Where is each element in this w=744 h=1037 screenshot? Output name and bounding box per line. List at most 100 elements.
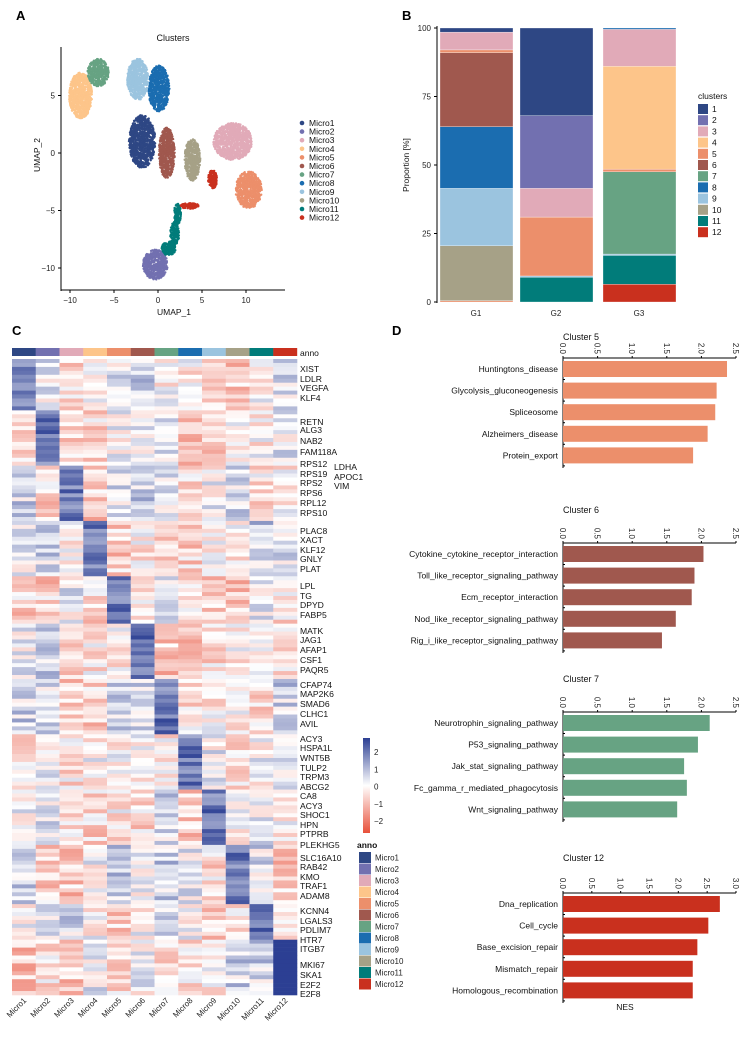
umap-point: [251, 179, 254, 183]
umap-point: [170, 133, 173, 136]
umap-point: [169, 141, 173, 144]
umap-point: [142, 261, 146, 264]
umap-point: [134, 160, 137, 163]
umap-point: [139, 153, 142, 157]
umap-point: [144, 163, 147, 166]
umap-point: [155, 268, 158, 271]
umap-point: [151, 131, 154, 135]
umap-point: [95, 64, 99, 67]
umap-point: [131, 132, 135, 135]
umap-point: [169, 164, 173, 167]
umap-point: [142, 259, 145, 262]
umap-point: [238, 135, 241, 138]
umap-point: [242, 176, 245, 179]
umap-point: [133, 138, 137, 141]
umap-point: [73, 98, 77, 102]
umap-point: [145, 122, 149, 125]
umap-point: [161, 168, 164, 171]
umap-point: [76, 101, 79, 104]
umap-point: [244, 144, 248, 147]
umap-point: [98, 64, 102, 67]
umap-point: [132, 156, 136, 159]
umap-point: [89, 79, 92, 83]
umap-point: [144, 139, 148, 142]
umap-point: [102, 64, 106, 68]
umap-point: [78, 99, 81, 102]
umap-point: [148, 150, 151, 154]
umap-point: [137, 118, 140, 121]
umap-point: [217, 148, 220, 152]
umap-point: [248, 192, 251, 195]
umap-point: [75, 74, 78, 77]
umap-x-tick-label: 10: [242, 296, 251, 305]
umap-point: [134, 124, 137, 127]
umap-point: [225, 143, 229, 146]
umap-point: [139, 136, 142, 139]
panel-label-b: B: [402, 8, 411, 23]
umap-point: [222, 155, 225, 158]
umap-point: [165, 147, 168, 151]
umap-point: [152, 275, 155, 278]
umap-point: [139, 142, 143, 146]
umap-point: [132, 126, 135, 129]
umap-point: [230, 139, 234, 143]
umap-point: [234, 143, 237, 146]
umap-point: [229, 147, 232, 150]
umap-point: [143, 128, 147, 132]
umap-point: [146, 256, 150, 259]
umap-point: [137, 161, 140, 164]
umap-point: [159, 147, 162, 151]
umap-point: [151, 151, 154, 154]
umap-point: [241, 154, 244, 157]
umap-point: [142, 124, 145, 128]
umap-point: [239, 147, 242, 150]
umap-point: [145, 262, 149, 265]
umap-point: [103, 61, 107, 65]
umap-point: [81, 72, 84, 76]
umap-title: Clusters: [156, 33, 190, 43]
umap-point: [90, 74, 94, 77]
umap-point: [240, 196, 244, 199]
umap-point: [142, 149, 145, 153]
umap-point: [230, 129, 233, 133]
umap-point: [256, 199, 259, 203]
umap-point: [135, 147, 138, 150]
umap-point: [147, 117, 150, 120]
umap-point: [145, 135, 149, 138]
umap-point: [171, 166, 174, 169]
umap-point: [79, 86, 83, 89]
umap-point: [68, 101, 72, 104]
umap-point: [144, 165, 147, 169]
umap-point: [167, 156, 170, 159]
umap-point: [144, 255, 148, 258]
umap-point: [217, 136, 220, 139]
umap-point: [169, 155, 173, 158]
umap-point: [142, 116, 146, 120]
umap-x-tick-label: 0: [156, 296, 161, 305]
umap-point: [136, 124, 139, 127]
umap-point: [167, 173, 170, 176]
umap-point: [156, 261, 160, 265]
umap-point: [149, 271, 152, 275]
umap-point: [219, 138, 223, 141]
umap-point: [92, 63, 96, 66]
umap-point: [134, 118, 138, 122]
umap-point: [149, 125, 152, 128]
umap-point: [233, 154, 236, 157]
umap-point: [157, 270, 160, 273]
umap-point: [79, 80, 82, 84]
umap-point: [146, 274, 149, 278]
umap-point: [242, 172, 245, 175]
umap-point: [144, 267, 148, 270]
umap-point: [152, 268, 155, 271]
umap-point: [240, 190, 243, 193]
umap-point: [219, 132, 222, 135]
umap-point: [152, 141, 156, 144]
umap-point: [146, 130, 149, 133]
umap-point: [145, 259, 148, 262]
umap-point: [82, 81, 85, 85]
umap-point: [152, 134, 156, 137]
umap-point: [252, 176, 255, 180]
umap-point: [232, 140, 236, 143]
umap-point: [150, 254, 153, 257]
